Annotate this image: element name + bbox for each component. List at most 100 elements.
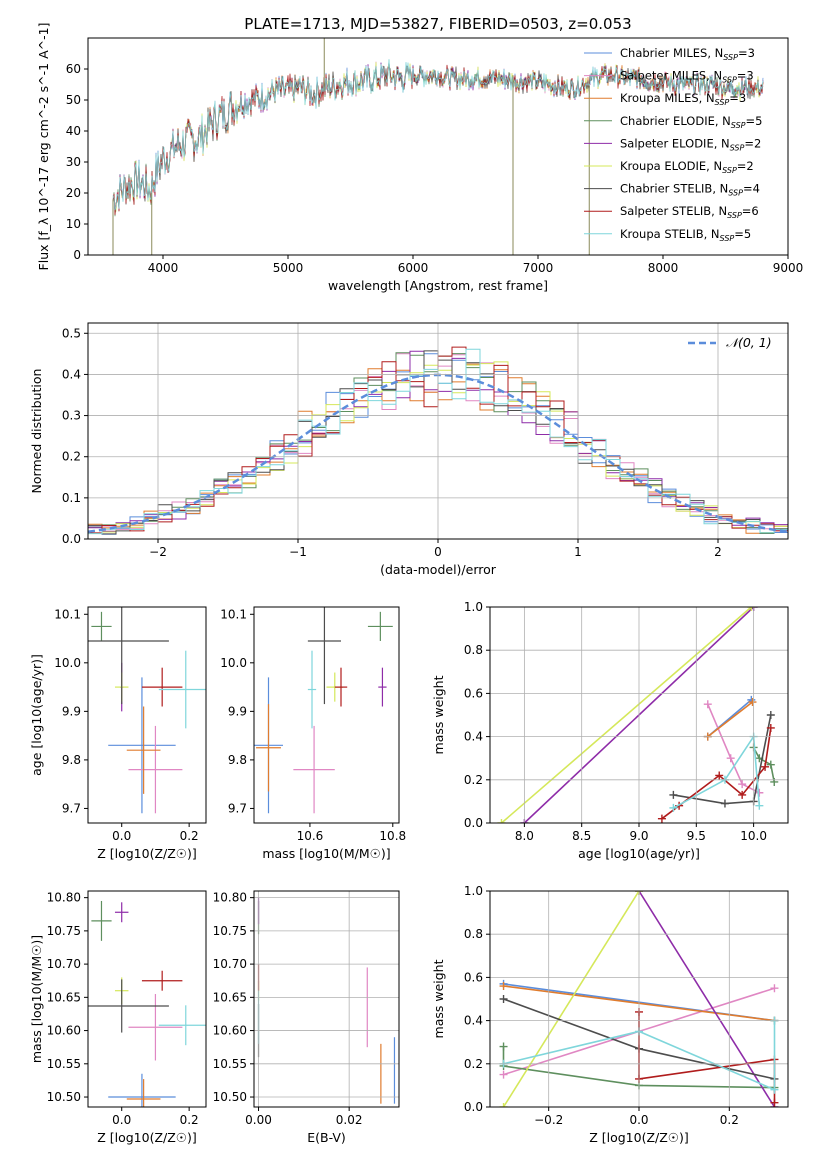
legend-label-salpeter_stelib: Salpeter STELIB, NSSP=6 <box>620 204 759 220</box>
y-tick-label: 0.2 <box>464 1057 483 1071</box>
panel-age_vs_mass: 10.6 10.8 9.7 9.8 9.9 10.0 10.1 mass [log10(M/M… <box>220 606 406 861</box>
y-tick-label: 10.75 <box>47 924 81 938</box>
y-tick-label: 30 <box>66 155 81 169</box>
series-marker-salpeter_miles <box>770 984 779 993</box>
series-marker-salpeter_miles <box>703 700 712 709</box>
figure-title: PLATE=1713, MJD=53827, FIBERID=0503, z=0… <box>244 15 631 33</box>
x-tick-label: 0.2 <box>180 1113 199 1127</box>
y-tick-label: 10.0 <box>54 656 81 670</box>
y-tick-label: 10.0 <box>220 656 247 670</box>
y-tick-label: 10.1 <box>220 607 247 621</box>
panel-mass_vs_ebv: 0.00 0.02 10.50 10.55 10.60 10.65 10.70 10.75 10… <box>213 890 400 1145</box>
series-line-kroupa_stelib <box>673 734 761 809</box>
axes-frame <box>87 890 207 1108</box>
y-axis-label: Normed distribution <box>29 369 44 494</box>
y-tick-label: 10 <box>66 217 81 231</box>
x-tick-label: 8.0 <box>515 829 534 843</box>
x-tick-label: 9.0 <box>629 829 648 843</box>
series-marker-kroupa_elodie <box>497 819 506 823</box>
series-line-chabrier_stelib <box>673 714 772 805</box>
y-tick-label: 10.50 <box>213 1090 247 1104</box>
series-marker-chabrier_elodie <box>499 1042 508 1051</box>
panel-mass_weight_vs_Z: −0.2 0.0 0.2 0.0 0.2 0.4 0.6 0.8 1.0 Z [log10(Z/Z… <box>431 884 789 1145</box>
axes-frame <box>87 606 207 824</box>
y-tick-label: 0.2 <box>62 450 81 464</box>
y-tick-label: 1.0 <box>464 884 483 898</box>
y-axis-label: age [log10(age/yr)] <box>29 654 44 776</box>
y-tick-label: 10.55 <box>47 1057 81 1071</box>
panel-spectrum: 4000 5000 6000 7000 8000 9000 0 10 20 30 40 50 60 wav… <box>36 23 803 293</box>
series-line-salpeter_elodie <box>638 891 776 1107</box>
series-marker-kroupa_miles <box>748 698 757 707</box>
x-tick-label: 0.2 <box>180 829 199 843</box>
y-tick-label: 9.9 <box>228 704 247 718</box>
x-tick-label: 9000 <box>773 261 804 275</box>
y-tick-label: 10.75 <box>213 924 247 938</box>
series-line-chabrier_elodie <box>502 1046 775 1089</box>
x-tick-label: 0 <box>434 545 442 559</box>
y-tick-label: 0.6 <box>464 686 483 700</box>
series-marker-salpeter_miles <box>499 1070 508 1079</box>
y-axis-label: mass [log10(M/M☉)] <box>29 935 44 1063</box>
y-axis-label: mass weight <box>431 959 446 1038</box>
series-line-kroupa_elodie <box>502 891 640 1107</box>
x-axis-label: age [log10(age/yr)] <box>578 846 700 861</box>
series-marker-salpeter_stelib <box>761 762 770 771</box>
series-line-kroupa_miles <box>707 701 753 738</box>
y-tick-label: 0.3 <box>62 409 81 423</box>
series-line-kroupa_stelib <box>503 1020 776 1091</box>
x-tick-label: 10.6 <box>297 829 324 843</box>
x-tick-label: 1 <box>574 545 582 559</box>
x-tick-label: 4000 <box>148 261 179 275</box>
legend-label-chabrier_elodie: Chabrier ELODIE, NSSP=5 <box>620 114 762 130</box>
series-marker-salpeter_miles <box>726 754 735 763</box>
legend-label-normal: 𝒩(0, 1) <box>726 335 772 350</box>
x-axis-label: E(B-V) <box>307 1130 346 1145</box>
x-axis-label: Z [log10(Z/Z☉)] <box>97 846 197 861</box>
x-tick-label: −2 <box>149 545 167 559</box>
y-tick-label: 0.6 <box>464 970 483 984</box>
series-marker-salpeter_stelib <box>657 814 666 823</box>
series-marker-salpeter_miles <box>738 780 747 789</box>
y-tick-label: 10.1 <box>54 607 81 621</box>
plot-area <box>497 607 779 823</box>
series-marker-chabrier_elodie <box>766 760 775 769</box>
x-axis-label: Z [log10(Z/Z☉)] <box>589 1130 689 1145</box>
panel-residuals: −2 −1 0 1 2 0.0 0.1 0.2 0.3 0.4 0.5 (data-model)/er… <box>29 322 789 577</box>
x-tick-label: 7000 <box>523 261 554 275</box>
axes-frame <box>253 606 400 824</box>
series-marker-kroupa_stelib <box>755 801 764 810</box>
spectrum-line-kroupa_stelib <box>112 59 764 211</box>
series-line-kroupa_elodie <box>500 607 752 823</box>
y-axis-label: mass weight <box>431 675 446 754</box>
y-tick-label: 10.65 <box>47 990 81 1004</box>
y-tick-label: 0.4 <box>464 730 483 744</box>
series-marker-chabrier_stelib <box>499 995 508 1003</box>
x-tick-label: 6000 <box>398 261 429 275</box>
series-marker-salpeter_miles <box>755 788 764 797</box>
x-tick-label: 8.5 <box>572 829 591 843</box>
y-tick-label: 9.9 <box>62 704 81 718</box>
y-tick-label: 10.60 <box>213 1024 247 1038</box>
x-tick-label: 0.00 <box>245 1113 272 1127</box>
x-axis-label: wavelength [Angstrom, rest frame] <box>328 278 548 293</box>
x-axis-label: Z [log10(Z/Z☉)] <box>97 1130 197 1145</box>
legend-label-chabrier_stelib: Chabrier STELIB, NSSP=4 <box>620 182 760 198</box>
series-marker-salpeter_stelib <box>766 723 775 732</box>
x-tick-label: 10.8 <box>379 829 406 843</box>
x-tick-label: 10.0 <box>740 829 767 843</box>
y-tick-label: 10.80 <box>47 891 81 905</box>
plot-area <box>112 38 764 255</box>
y-tick-label: 0.1 <box>62 491 81 505</box>
legend-label-chabrier_miles: Chabrier MILES, NSSP=3 <box>620 46 755 62</box>
axes-frame <box>87 37 789 256</box>
x-tick-label: 9.5 <box>687 829 706 843</box>
y-axis-label: Flux [f_λ 10^-17 erg cm^-2 s^-1 A^-1] <box>36 23 51 271</box>
y-tick-label: 0.4 <box>464 1014 483 1028</box>
plot-area <box>88 900 206 1107</box>
series-marker-kroupa_elodie <box>747 607 756 611</box>
y-tick-label: 0.5 <box>62 326 81 340</box>
y-tick-label: 9.8 <box>62 753 81 767</box>
x-tick-label: 2 <box>714 545 722 559</box>
